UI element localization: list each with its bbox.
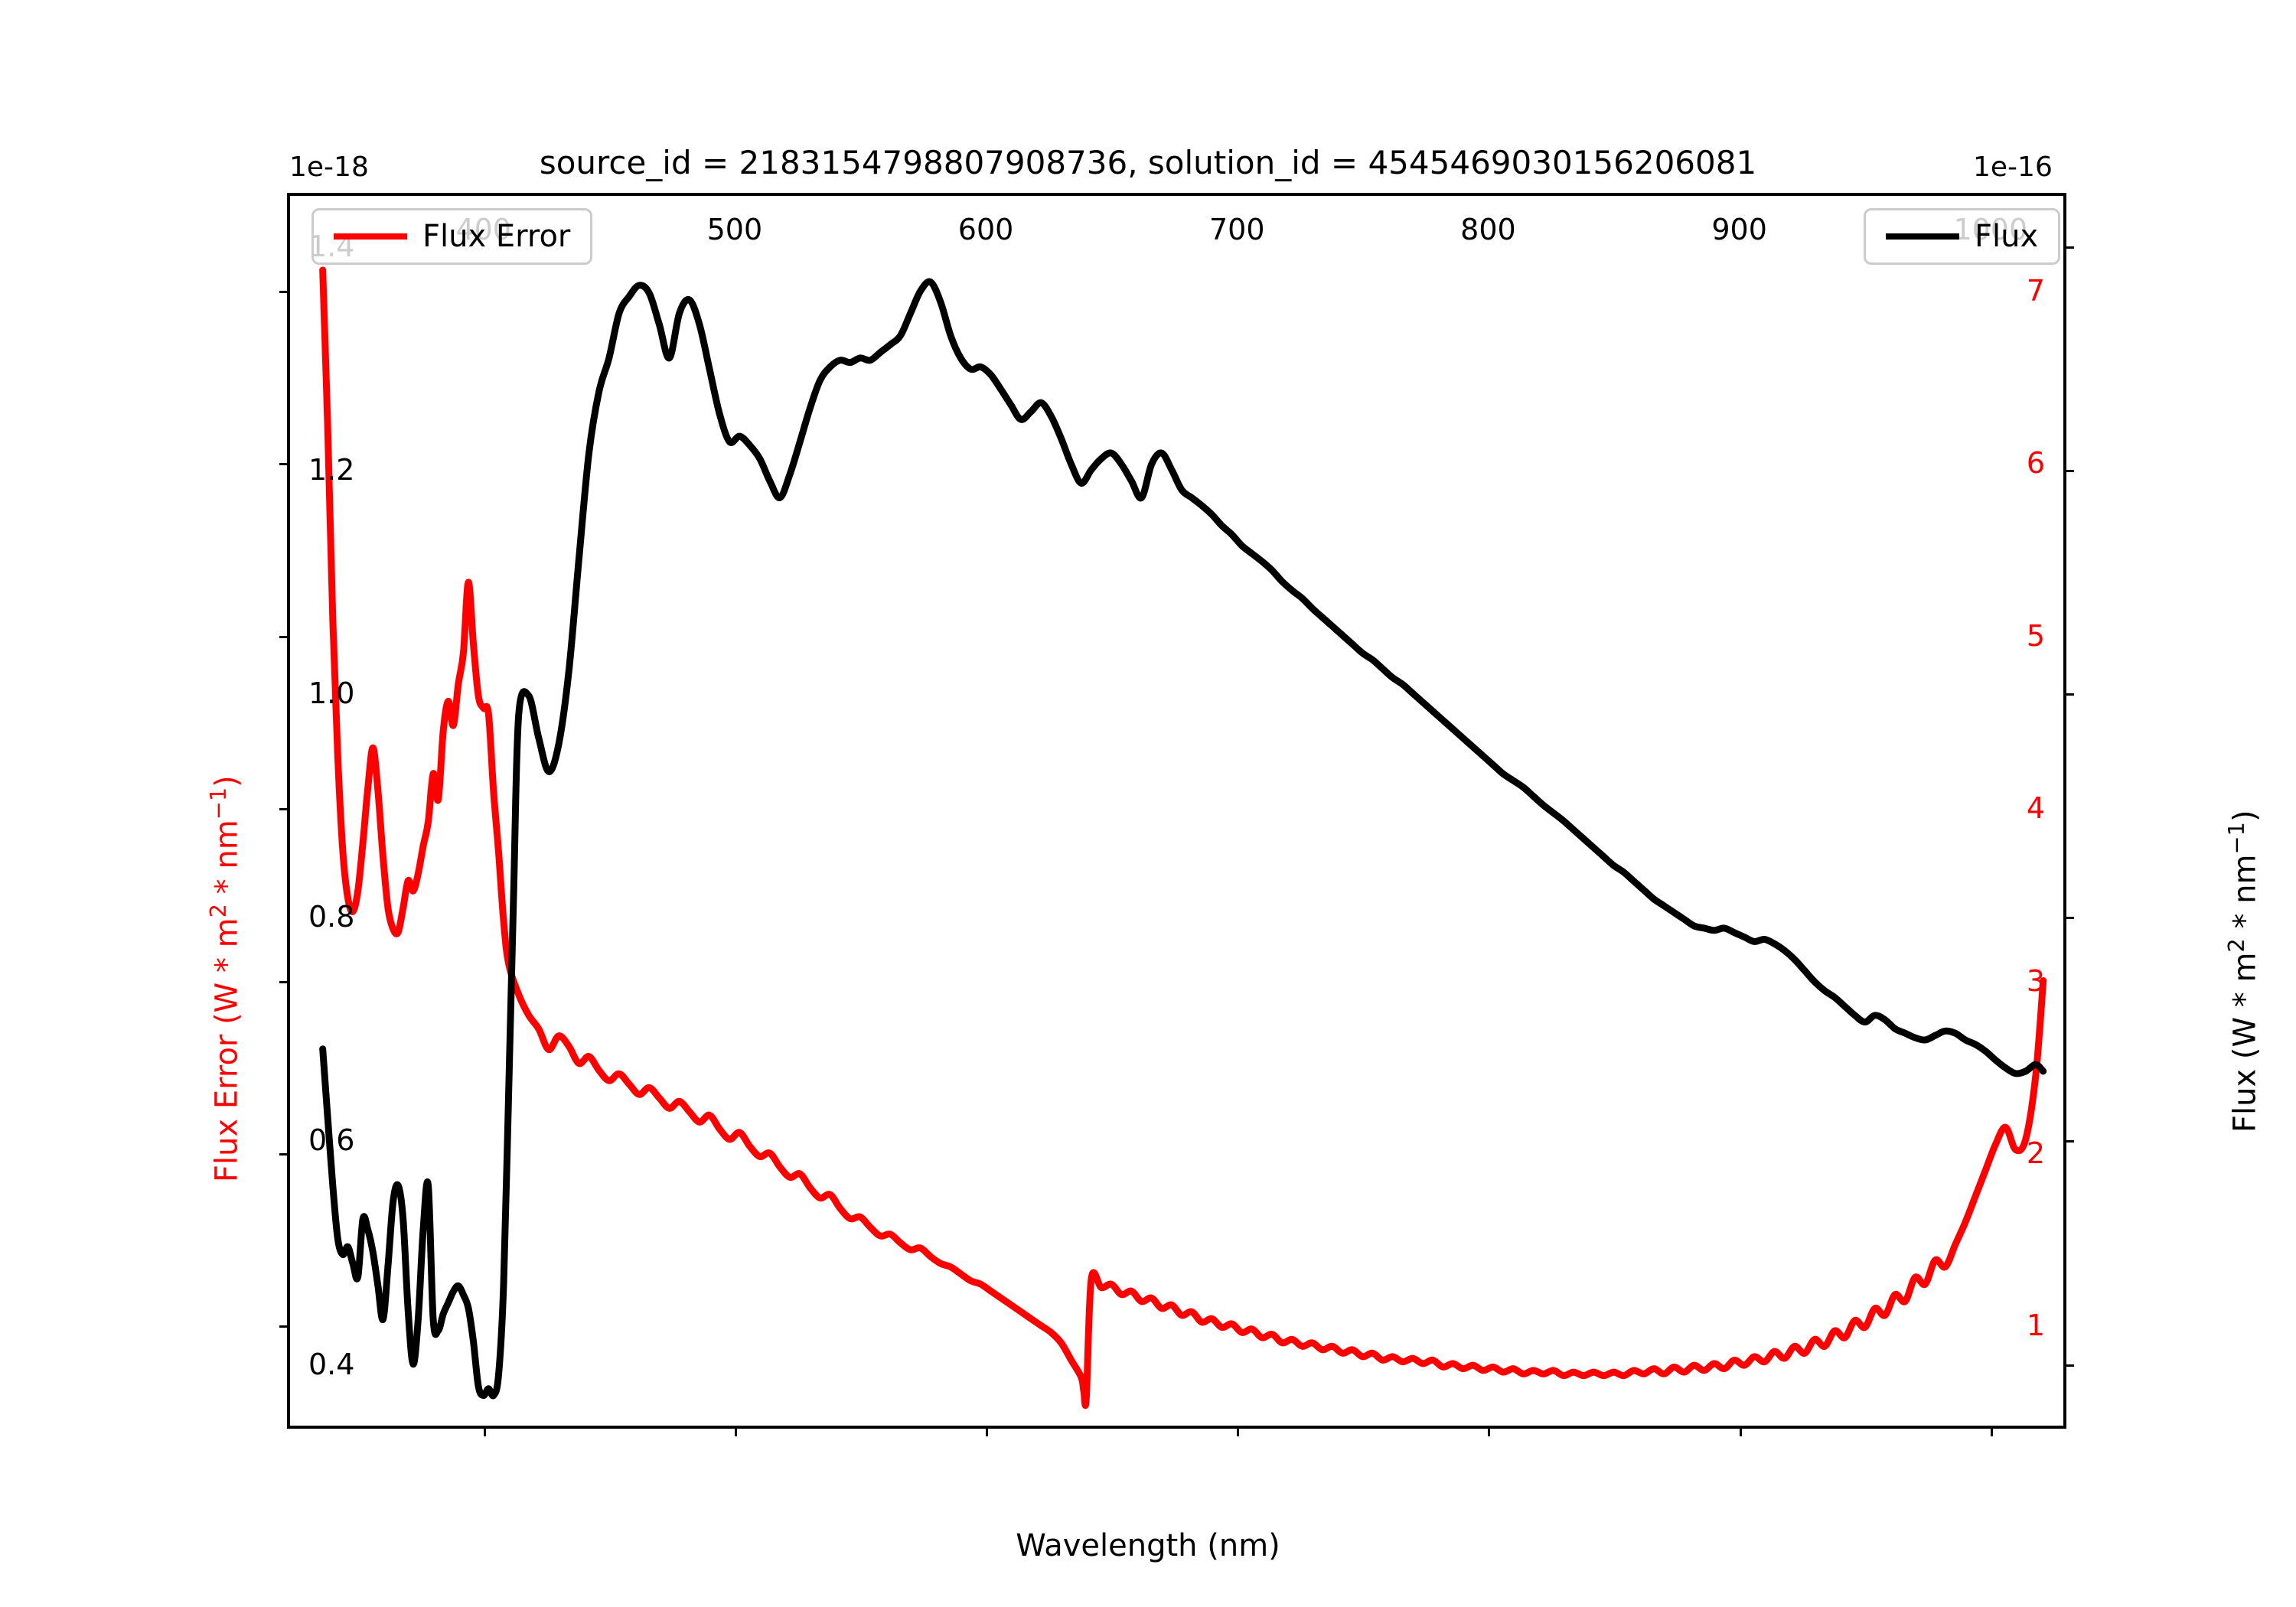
left-y-axis-label-exp: −1 <box>205 787 231 820</box>
axis-tick <box>2063 246 2074 249</box>
axis-tick <box>279 808 290 811</box>
left-axis-offset-text: 1e-18 <box>289 152 369 183</box>
axis-tick <box>279 1152 290 1156</box>
legend-label-flux-error: Flux Error <box>422 219 571 254</box>
left-y-tick-label: 2 <box>2026 1136 2045 1170</box>
right-y-axis-label: Flux (W * m2 * nm−1) <box>2223 810 2262 1133</box>
axis-tick <box>2063 917 2074 920</box>
axis-tick <box>1990 1426 1993 1436</box>
axis-tick <box>279 980 290 983</box>
left-y-axis-label-sep: * nm <box>209 820 245 905</box>
right-y-axis-label-sep: * nm <box>2227 854 2263 939</box>
right-y-tick-label: 0.6 <box>308 1123 355 1158</box>
right-y-tick-label: 1.2 <box>308 452 355 487</box>
left-y-tick-label: 1 <box>2026 1309 2045 1343</box>
plot-lines <box>319 266 2047 1409</box>
right-y-axis-label-exp: −1 <box>2223 822 2249 855</box>
right-y-axis-label-suffix: ) <box>2227 810 2263 823</box>
x-tick-label: 800 <box>1460 213 1516 246</box>
axis-tick <box>279 290 290 293</box>
axis-tick <box>986 1426 989 1436</box>
left-y-tick-label: 7 <box>2026 273 2045 308</box>
left-y-tick-label: 3 <box>2026 963 2045 998</box>
right-y-tick-label: 0.8 <box>308 900 355 934</box>
legend-flux-error[interactable]: Flux Error <box>311 208 593 265</box>
plot-title: source_id = 2183154798807908736, solutio… <box>539 144 1757 181</box>
legend-line-swatch-black <box>1886 233 1959 240</box>
axis-tick <box>734 1426 737 1436</box>
legend-line-swatch-red <box>334 233 407 240</box>
left-y-axis-label-sq: 2 <box>205 904 231 918</box>
left-y-axis-label-suffix: ) <box>209 775 245 787</box>
right-axis-offset-text: 1e-16 <box>1973 152 2053 183</box>
x-tick-label: 600 <box>957 213 1014 246</box>
axis-tick <box>2063 1140 2074 1143</box>
left-y-axis-label: Flux Error (W * m2 * nm−1) <box>205 775 244 1182</box>
right-y-tick-label: 0.4 <box>308 1347 355 1381</box>
axis-tick <box>2063 693 2074 696</box>
axis-tick <box>2063 469 2074 472</box>
axis-tick <box>279 1325 290 1328</box>
legend-flux[interactable]: Flux <box>1864 208 2061 265</box>
right-y-axis-label-prefix: Flux (W * m <box>2227 952 2263 1133</box>
left-y-tick-label: 4 <box>2026 791 2045 826</box>
axis-tick <box>483 1426 486 1436</box>
axis-tick <box>1739 1426 1742 1436</box>
axis-tick <box>279 463 290 466</box>
axis-tick <box>2063 1364 2074 1367</box>
axis-tick <box>1237 1426 1240 1436</box>
x-axis-label: Wavelength (nm) <box>1016 1528 1280 1563</box>
left-y-tick-label: 6 <box>2026 446 2045 481</box>
left-y-axis-label-prefix: Flux Error (W * m <box>209 918 245 1182</box>
axis-tick <box>1488 1426 1491 1436</box>
x-tick-label: 700 <box>1208 213 1265 246</box>
flux-error-line <box>319 266 2047 1409</box>
x-tick-label: 900 <box>1711 213 1767 246</box>
left-y-tick-label: 5 <box>2026 618 2045 653</box>
legend-label-flux: Flux <box>1975 219 2039 254</box>
flux-line <box>319 278 2047 1400</box>
right-y-axis-label-sq: 2 <box>2223 938 2249 953</box>
axis-tick <box>279 635 290 638</box>
plot-axes: 400500600700800900100012345670.40.60.81.… <box>279 193 2074 1436</box>
right-y-tick-label: 1.0 <box>308 676 355 711</box>
x-tick-label: 500 <box>706 213 763 246</box>
